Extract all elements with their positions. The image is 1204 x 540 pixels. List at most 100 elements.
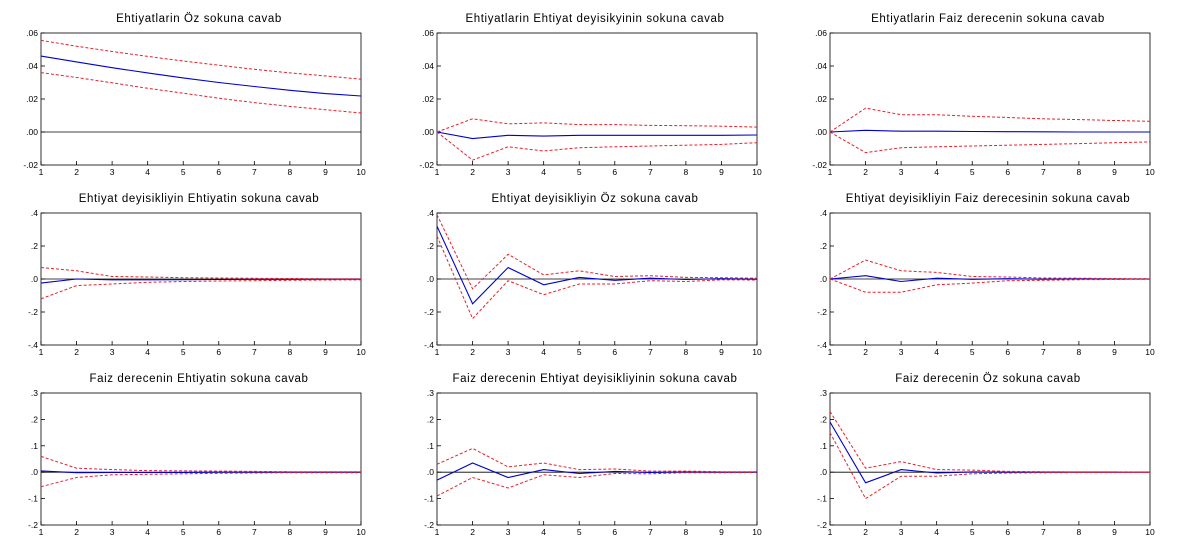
y-tick-label: .3	[31, 388, 38, 398]
y-tick-label: -.4	[28, 340, 38, 350]
chart-panel-4: Ehtiyat deyisikliyin Ehtiyatin sokuna ca…	[2, 180, 396, 360]
y-tick-label: .0	[427, 274, 434, 284]
chart-title: Faiz derecenin Ehtiyatin sokuna cavab	[89, 373, 309, 385]
plot-frame	[40, 392, 362, 526]
x-tick-label: 9	[323, 167, 328, 177]
x-tick-label: 4	[541, 527, 546, 537]
confidence-band-line	[829, 432, 1151, 500]
x-tick-label: 2	[863, 167, 868, 177]
x-tick-label: 5	[181, 527, 186, 537]
chart-panel-3: Ehtiyatlarin Faiz derecenin sokuna cavab…	[791, 0, 1185, 180]
plot-frame	[436, 32, 758, 166]
x-tick-label: 3	[110, 527, 115, 537]
y-tick-label: .0	[31, 467, 38, 477]
chart-title: Faiz derecenin Öz sokuna cavab	[895, 373, 1081, 385]
y-tick-label: -.4	[424, 340, 434, 350]
x-tick-label: 8	[684, 527, 689, 537]
y-tick-label: .02	[422, 94, 434, 104]
chart-panel-8: Faiz derecenin Ehtiyat deyisikliyinin so…	[398, 360, 792, 540]
y-tick-label: .1	[820, 441, 827, 451]
x-tick-label: 1	[39, 167, 44, 177]
x-tick-label: 10	[356, 167, 366, 177]
y-tick-label: .3	[820, 388, 827, 398]
x-tick-label: 2	[470, 347, 475, 357]
response-line	[829, 275, 1150, 283]
x-tick-label: 4	[934, 527, 939, 537]
x-tick-label: 8	[684, 347, 689, 357]
chart-title: Ehtiyatlarin Faiz derecenin sokuna cavab	[871, 13, 1105, 25]
x-tick-label: 5	[577, 527, 582, 537]
y-tick-label: -.02	[419, 160, 434, 170]
confidence-band-line	[829, 278, 1151, 293]
chart-plot: .06 .04 .02 .00 -.021 2 3 4 5 6 7 8 9 10	[419, 28, 762, 177]
x-tick-label: 7	[252, 347, 257, 357]
x-tick-label: 1	[828, 347, 833, 357]
x-tick-label: 3	[899, 167, 904, 177]
x-tick-label: 10	[1145, 167, 1155, 177]
y-tick-label: .2	[31, 414, 38, 424]
response-line	[40, 278, 361, 284]
confidence-band-line	[40, 39, 362, 80]
response-line	[829, 129, 1150, 133]
x-tick-label: 3	[110, 167, 115, 177]
x-tick-label: 5	[970, 347, 975, 357]
plot-frame	[436, 392, 758, 526]
chart-plot: .06 .04 .02 .00 -.021 2 3 4 5 6 7 8 9 10	[23, 28, 366, 177]
x-tick-label: 8	[1077, 167, 1082, 177]
chart-plot: .4 .2 .0 -.2 -.41 2 3 4 5 6 7 8 9 10	[28, 208, 366, 357]
x-tick-label: 2	[863, 527, 868, 537]
confidence-band-line	[829, 259, 1151, 280]
x-tick-label: 6	[216, 347, 221, 357]
y-tick-label: .04	[422, 61, 434, 71]
x-tick-label: 4	[541, 347, 546, 357]
y-tick-label: .00	[815, 127, 827, 137]
x-tick-label: 7	[1041, 527, 1046, 537]
x-tick-label: 7	[648, 527, 653, 537]
y-tick-label: .0	[427, 467, 434, 477]
x-tick-label: 6	[612, 527, 617, 537]
x-tick-label: 4	[145, 527, 150, 537]
confidence-band-line	[40, 267, 361, 280]
x-tick-label: 9	[323, 347, 328, 357]
chart-panel-9: Faiz derecenin Öz sokuna cavab .3 .2 .1 .0 -…	[791, 360, 1185, 540]
chart-panel-6: Ehtiyat deyisikliyin Faiz derecesinin so…	[791, 180, 1185, 360]
chart-plot: .06 .04 .02 .00 -.021 2 3 4 5 6 7 8 9 10	[812, 28, 1155, 177]
x-tick-label: 7	[648, 167, 653, 177]
plot-frame	[40, 32, 362, 166]
confidence-band-line	[436, 214, 758, 290]
x-tick-label: 3	[899, 527, 904, 537]
chart-plot: .3 .2 .1 .0 -.1 -.21 2 3 4 5 6 7 8 9 10	[817, 388, 1155, 537]
confidence-band-line	[40, 279, 362, 300]
confidence-band-line	[436, 235, 758, 320]
x-tick-label: 4	[145, 347, 150, 357]
y-tick-label: .1	[31, 441, 38, 451]
x-tick-label: 1	[435, 347, 440, 357]
y-tick-label: .0	[31, 274, 38, 284]
chart-panel-7: Faiz derecenin Ehtiyatin sokuna cavab .3…	[2, 360, 396, 540]
x-tick-label: 7	[648, 347, 653, 357]
x-tick-label: 3	[506, 167, 511, 177]
x-tick-label: 10	[752, 347, 762, 357]
x-tick-label: 1	[435, 167, 440, 177]
chart-title: Ehtiyatlarin Ehtiyat deyisikyinin sokuna…	[465, 13, 725, 25]
x-tick-label: 7	[252, 527, 257, 537]
confidence-band-line	[40, 472, 361, 488]
x-tick-label: 2	[863, 347, 868, 357]
x-tick-label: 3	[506, 527, 511, 537]
x-tick-label: 8	[288, 527, 293, 537]
x-tick-label: 8	[288, 167, 293, 177]
x-tick-label: 2	[470, 527, 475, 537]
confidence-band-line	[436, 118, 758, 133]
x-tick-label: 9	[1112, 527, 1117, 537]
x-tick-label: 1	[828, 527, 833, 537]
x-tick-label: 10	[752, 527, 762, 537]
y-tick-label: -.2	[817, 520, 827, 530]
x-tick-label: 2	[470, 167, 475, 177]
confidence-band-line	[436, 472, 758, 497]
y-tick-label: .00	[26, 127, 38, 137]
y-tick-label: .06	[815, 28, 827, 38]
x-tick-label: 6	[1005, 347, 1010, 357]
y-tick-label: .2	[820, 414, 827, 424]
x-tick-label: 4	[145, 167, 150, 177]
x-tick-label: 4	[934, 347, 939, 357]
